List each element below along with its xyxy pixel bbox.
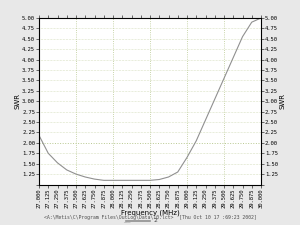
Text: <A:\Metis\C\Program Files\OutLog\Data\10.lct>  [Thu Oct 10 17 :69:23 2002]: <A:\Metis\C\Program Files\OutLog\Data\10… <box>44 215 256 220</box>
Text: 2: 2 <box>153 218 157 223</box>
Y-axis label: SWR: SWR <box>279 93 285 109</box>
Text: ___: ___ <box>123 218 130 223</box>
X-axis label: Frequency (MHz): Frequency (MHz) <box>121 209 179 216</box>
Y-axis label: SWR: SWR <box>15 93 21 109</box>
